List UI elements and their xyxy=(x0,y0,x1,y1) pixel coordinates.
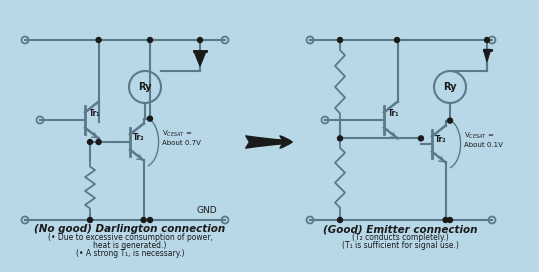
Circle shape xyxy=(443,218,448,222)
Text: (T₂ conducts completely.): (T₂ conducts completely.) xyxy=(351,233,448,242)
Text: Tr₁: Tr₁ xyxy=(388,109,399,118)
Circle shape xyxy=(395,38,399,42)
Text: Tr₁: Tr₁ xyxy=(89,109,101,118)
Text: heat is generated.): heat is generated.) xyxy=(93,241,167,250)
Circle shape xyxy=(148,38,153,42)
Polygon shape xyxy=(483,50,490,61)
Circle shape xyxy=(96,38,101,42)
Circle shape xyxy=(418,136,424,141)
Circle shape xyxy=(197,38,203,42)
Text: (T₁ is sufficient for signal use.): (T₁ is sufficient for signal use.) xyxy=(342,241,459,250)
Text: Ry: Ry xyxy=(138,82,152,92)
Circle shape xyxy=(148,116,153,121)
Circle shape xyxy=(447,218,453,222)
Circle shape xyxy=(337,38,342,42)
Circle shape xyxy=(485,38,489,42)
Text: Tr₂: Tr₂ xyxy=(435,135,447,144)
Polygon shape xyxy=(194,51,206,66)
Text: Tr₂: Tr₂ xyxy=(133,133,144,142)
Text: V$_{CESAT}$ =
About 0.1V: V$_{CESAT}$ = About 0.1V xyxy=(464,130,502,148)
Circle shape xyxy=(96,140,101,144)
Text: (• Due to excessive consumption of power,: (• Due to excessive consumption of power… xyxy=(47,233,212,242)
Circle shape xyxy=(337,136,342,141)
Text: Ry: Ry xyxy=(443,82,457,92)
Text: (No good) Darlington connection: (No good) Darlington connection xyxy=(34,224,226,234)
Text: (Good) Emitter connection: (Good) Emitter connection xyxy=(323,224,477,234)
Circle shape xyxy=(141,218,146,222)
Text: V$_{CESAT}$ =
About 0.7V: V$_{CESAT}$ = About 0.7V xyxy=(162,128,201,146)
Circle shape xyxy=(148,218,153,222)
Circle shape xyxy=(87,140,93,144)
Circle shape xyxy=(87,218,93,222)
Text: GND: GND xyxy=(196,206,217,215)
Circle shape xyxy=(337,218,342,222)
Text: (• A strong T₁, is necessary.): (• A strong T₁, is necessary.) xyxy=(76,249,184,258)
Circle shape xyxy=(447,118,453,123)
